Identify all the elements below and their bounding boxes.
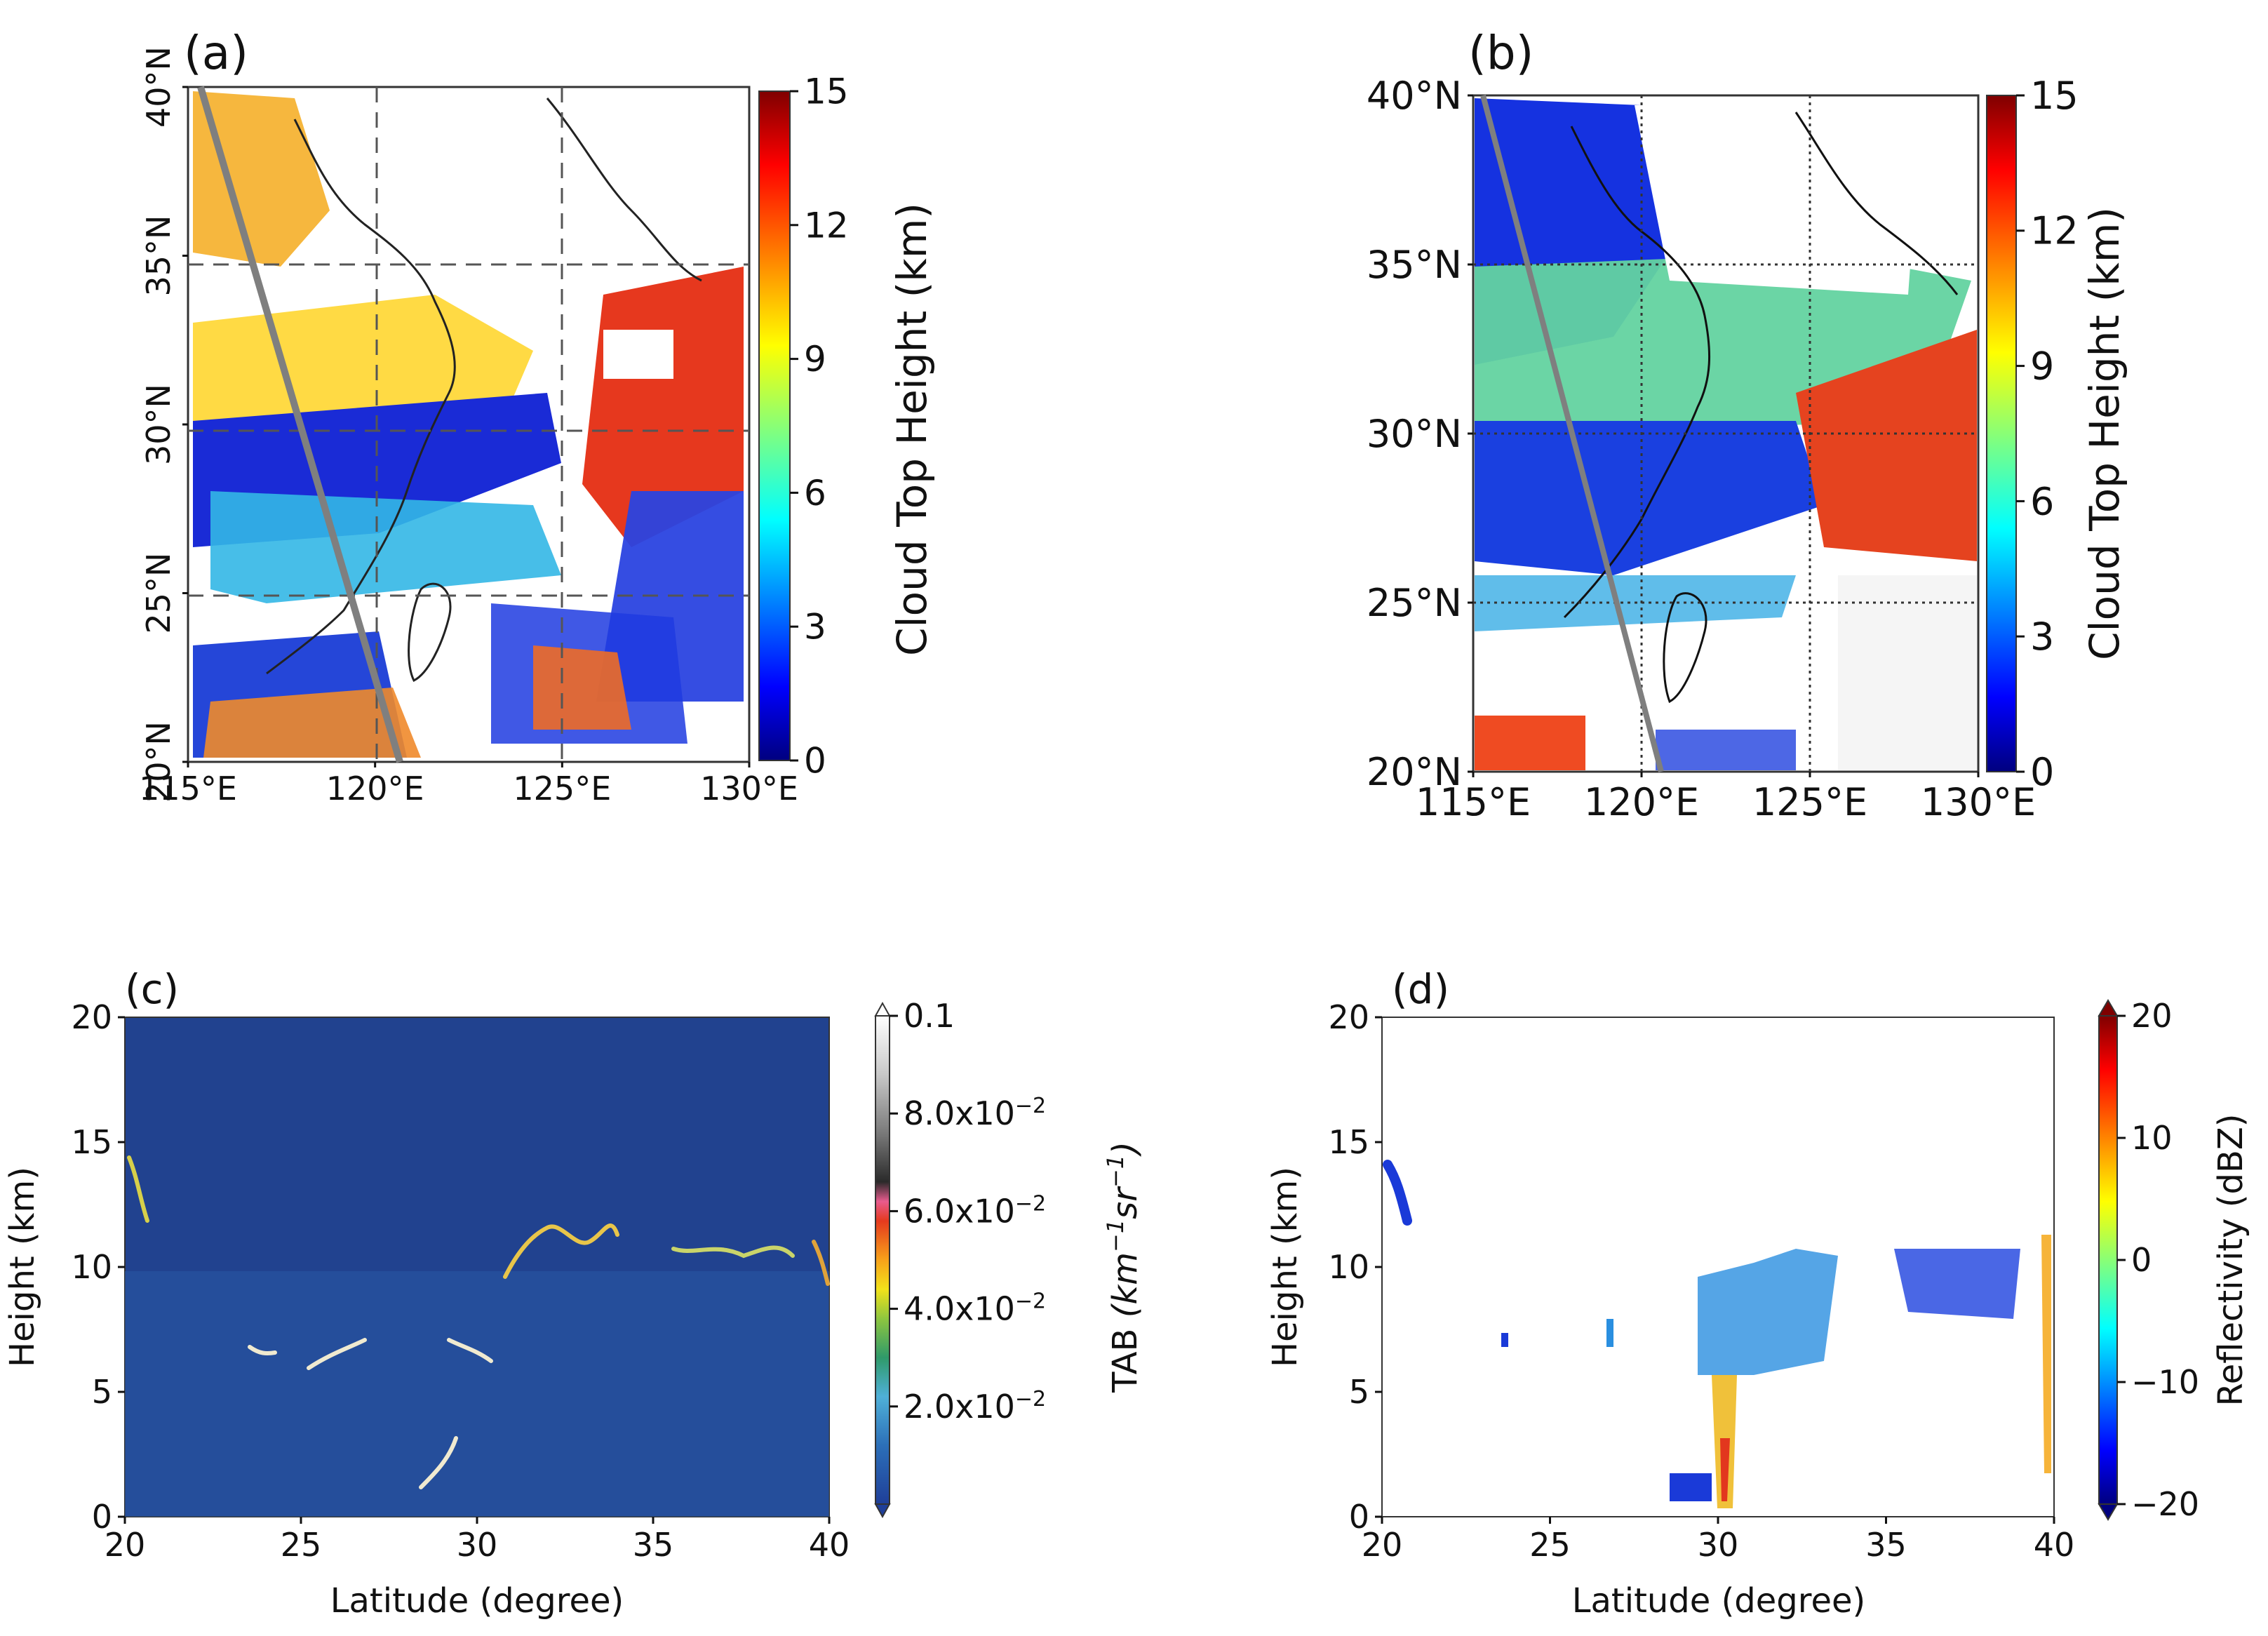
panel-d-colorbar-top-arrow bbox=[2098, 999, 2119, 1017]
panel-d-xlabel: Latitude (degree) bbox=[1572, 1581, 1865, 1621]
colorbar-tick-label: 2.0x10−2 bbox=[904, 1386, 1046, 1426]
colorbar-tick-label: 9 bbox=[2030, 344, 2054, 389]
panel-b-satellite-track bbox=[1480, 94, 1664, 773]
panel-b-label: (b) bbox=[1468, 26, 1534, 80]
x-tick-label: 120°E bbox=[1584, 780, 1699, 824]
x-tick-label: 115°E bbox=[139, 770, 237, 807]
colorbar-tick-label: −10 bbox=[2131, 1363, 2199, 1401]
x-tick-label: 20 bbox=[1362, 1526, 1403, 1564]
colorbar-tick-label: 4.0x10−2 bbox=[904, 1289, 1046, 1328]
y-tick-label: 35°N bbox=[1367, 243, 1462, 287]
panel-a-label: (a) bbox=[184, 26, 248, 80]
x-tick-label: 20 bbox=[105, 1526, 146, 1564]
colorbar-tick-label: 0 bbox=[2131, 1241, 2152, 1279]
panel-a-colorbar-label: Cloud Top Height (km) bbox=[888, 203, 936, 656]
x-tick-label: 25 bbox=[1529, 1526, 1571, 1564]
panel-c-xlabel: Latitude (degree) bbox=[330, 1581, 624, 1621]
y-tick-label: 10 bbox=[71, 1248, 112, 1286]
x-tick-label: 35 bbox=[633, 1526, 674, 1564]
y-tick-label: 20°N bbox=[140, 721, 177, 803]
panel-a-satellite-track bbox=[197, 86, 403, 763]
panel-d-reflectivity-features bbox=[1383, 1160, 2051, 1508]
colorbar-tick-label: 15 bbox=[2030, 74, 2079, 118]
x-tick-label: 120°E bbox=[326, 770, 424, 807]
panel-d-colorbar-label: Reflectivity (dBZ) bbox=[2211, 1114, 2250, 1407]
y-tick-label: 30°N bbox=[1367, 412, 1462, 456]
panel-b-gridlines bbox=[1473, 95, 1978, 772]
y-tick-label: 35°N bbox=[140, 215, 177, 297]
panel-c-backscatter-features bbox=[127, 1155, 830, 1489]
y-tick-label: 25°N bbox=[1367, 581, 1462, 625]
y-tick-label: 30°N bbox=[140, 384, 177, 465]
y-tick-label: 40°N bbox=[1367, 74, 1462, 118]
y-tick-label: 20 bbox=[71, 998, 112, 1036]
colorbar-tick-label: 3 bbox=[804, 607, 826, 648]
panel-a-gridlines bbox=[188, 87, 749, 762]
panel-a: (a) 115°E 120°E 12 bbox=[139, 26, 936, 807]
panel-d-ylabel: Height (km) bbox=[1266, 1167, 1305, 1367]
colorbar-tick-label: 0 bbox=[804, 741, 826, 782]
x-tick-label: 130°E bbox=[1921, 780, 2036, 824]
y-tick-label: 40°N bbox=[140, 46, 177, 128]
panel-d-colorbar bbox=[2098, 1015, 2118, 1505]
y-tick-label: 5 bbox=[1349, 1373, 1369, 1411]
panel-a-coastlines bbox=[266, 98, 702, 683]
panel-c: (c) 20 25 30 35 40 0 5 10 15 20 Latitude (degree… bbox=[3, 965, 1145, 1621]
panel-c-colorbar-top-arrow bbox=[874, 1001, 891, 1017]
panel-b-coastlines bbox=[1563, 112, 1959, 704]
panel-d-label: (d) bbox=[1392, 965, 1449, 1013]
colorbar-tick-label: 20 bbox=[2131, 997, 2173, 1035]
panel-d-colorbar-bottom-arrow bbox=[2098, 1503, 2119, 1521]
panel-c-colorbar-label: TAB (km−1sr−1) bbox=[1102, 1141, 1145, 1393]
colorbar-tick-label: 8.0x10−2 bbox=[904, 1094, 1046, 1133]
y-tick-label: 15 bbox=[1328, 1123, 1369, 1161]
y-tick-label: 5 bbox=[92, 1373, 112, 1411]
colorbar-tick-label: 9 bbox=[804, 339, 826, 380]
colorbar-tick-label: 15 bbox=[804, 72, 849, 112]
y-tick-label: 25°N bbox=[140, 553, 177, 634]
y-tick-label: 0 bbox=[92, 1498, 112, 1536]
colorbar-tick-label: 0.1 bbox=[904, 997, 955, 1035]
x-tick-label: 125°E bbox=[513, 770, 611, 807]
colorbar-tick-label: 6 bbox=[804, 473, 826, 514]
colorbar-tick-label: 6 bbox=[2030, 479, 2054, 523]
x-tick-label: 30 bbox=[1698, 1526, 1739, 1564]
y-tick-label: 10 bbox=[1328, 1248, 1369, 1286]
panel-c-colorbar bbox=[875, 1015, 890, 1505]
y-tick-label: 20°N bbox=[1367, 750, 1462, 794]
panel-c-label: (c) bbox=[125, 965, 179, 1013]
x-tick-label: 40 bbox=[2034, 1526, 2075, 1564]
panel-c-ylabel: Height (km) bbox=[3, 1167, 42, 1367]
panel-a-colorbar bbox=[758, 90, 791, 761]
panel-b-cloud-field bbox=[1475, 98, 1977, 770]
panel-b-colorbar bbox=[1986, 95, 2017, 772]
x-tick-label: 35 bbox=[1865, 1526, 1907, 1564]
x-tick-label: 125°E bbox=[1752, 780, 1867, 824]
x-tick-label: 115°E bbox=[1416, 780, 1531, 824]
x-tick-label: 25 bbox=[281, 1526, 322, 1564]
y-tick-label: 20 bbox=[1328, 998, 1369, 1036]
colorbar-tick-label: 0 bbox=[2030, 750, 2054, 794]
colorbar-tick-label: 3 bbox=[2030, 615, 2054, 659]
panel-b-colorbar-label: Cloud Top Height (km) bbox=[2081, 207, 2128, 660]
colorbar-tick-label: 12 bbox=[2030, 209, 2079, 253]
colorbar-tick-label: 12 bbox=[804, 205, 849, 246]
y-tick-label: 0 bbox=[1349, 1498, 1369, 1536]
panel-d: (d) 20 25 30 35 40 0 5 10 15 20 Latitude (degree… bbox=[1266, 965, 2250, 1621]
x-tick-label: 40 bbox=[809, 1526, 850, 1564]
colorbar-tick-label: −20 bbox=[2131, 1485, 2199, 1523]
y-tick-label: 15 bbox=[71, 1123, 112, 1161]
panel-c-noise-band bbox=[125, 1271, 829, 1517]
panel-b: (b) 115°E 120°E 125°E 130°E 2 bbox=[1367, 26, 2128, 824]
colorbar-tick-label: 6.0x10−2 bbox=[904, 1191, 1046, 1231]
x-tick-label: 30 bbox=[457, 1526, 498, 1564]
x-tick-label: 130°E bbox=[700, 770, 798, 807]
panel-c-colorbar-bottom-arrow bbox=[874, 1503, 891, 1519]
colorbar-tick-label: 10 bbox=[2131, 1119, 2173, 1157]
